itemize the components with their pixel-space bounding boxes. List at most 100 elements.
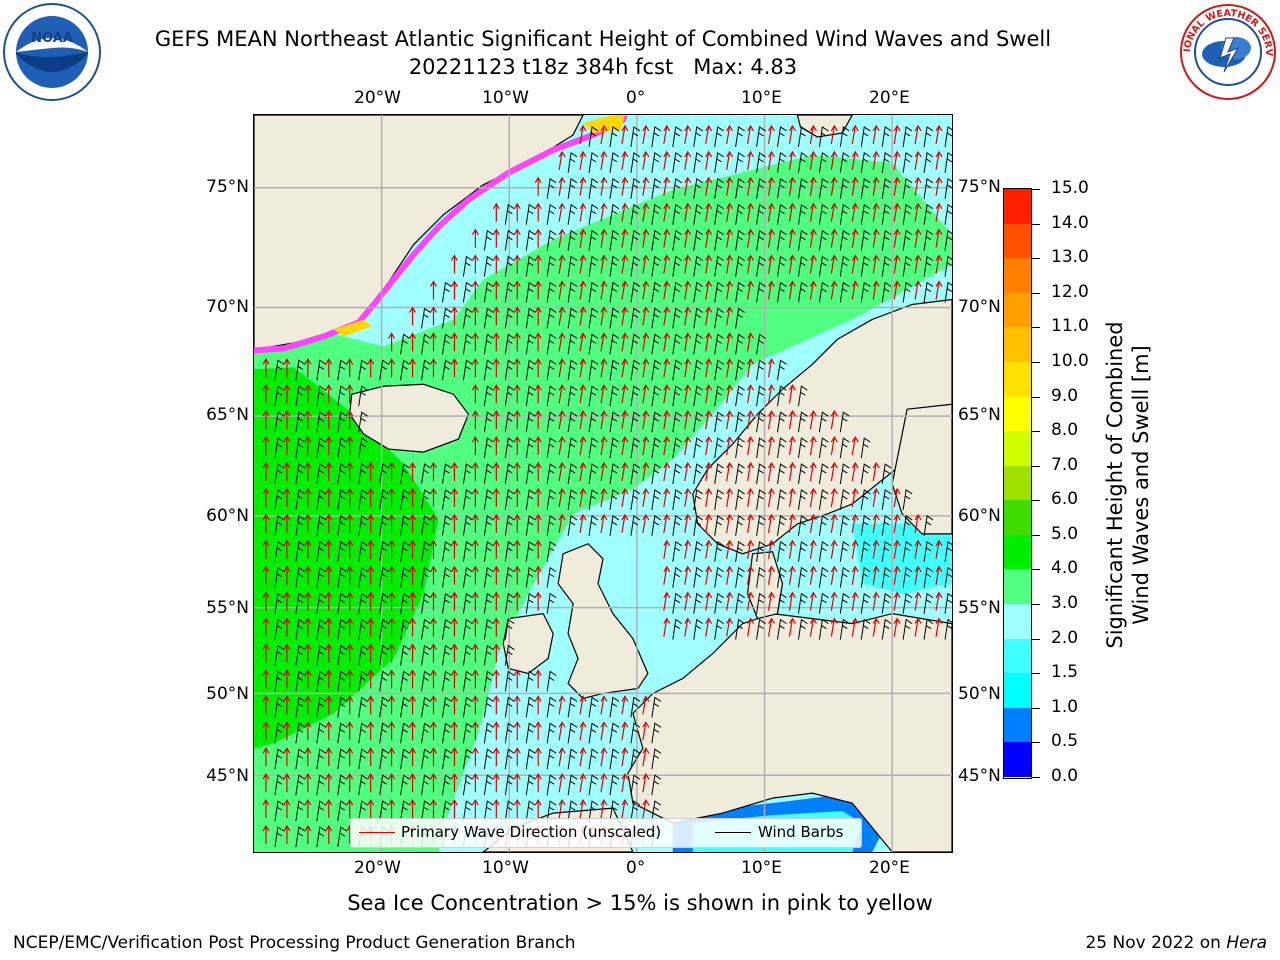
wind-barb xyxy=(421,592,431,614)
wave-arrow-head xyxy=(621,358,629,365)
wind-barb xyxy=(839,411,850,433)
wind-barb xyxy=(944,177,952,199)
wave-arrow-head xyxy=(726,410,734,417)
lon-tick-bottom-10e: 10°E xyxy=(741,858,782,878)
wind-barb xyxy=(609,152,620,173)
wind-barb xyxy=(295,774,306,796)
wave-arrow-head xyxy=(621,280,629,287)
wave-direction-arrow xyxy=(684,540,689,559)
wind-barb xyxy=(735,333,745,355)
wave-arrow-head xyxy=(558,202,566,210)
wave-direction-arrow xyxy=(830,203,835,222)
wind-barb xyxy=(567,203,578,225)
wind-barb xyxy=(881,463,892,485)
wind-barb xyxy=(295,463,306,485)
wave-direction-arrow xyxy=(726,125,731,145)
wave-arrow-head xyxy=(534,358,542,365)
wave-arrow-head xyxy=(809,202,817,210)
wave-arrow-head xyxy=(492,747,500,754)
wind-barb xyxy=(337,437,348,459)
wave-direction-arrow xyxy=(600,229,605,248)
wave-direction-arrow xyxy=(663,592,668,611)
wave-direction-arrow xyxy=(935,618,940,637)
wave-arrow-head xyxy=(388,332,396,339)
wave-direction-arrow xyxy=(558,437,563,456)
wave-direction-arrow xyxy=(600,385,605,404)
wave-arrow-head xyxy=(579,773,587,780)
wave-arrow-head xyxy=(893,591,901,598)
wave-arrow-head xyxy=(513,539,521,547)
wind-barb xyxy=(400,618,410,640)
wave-arrow-head xyxy=(663,461,671,469)
wave-direction-arrow xyxy=(767,618,773,637)
wave-arrow-head xyxy=(450,747,458,754)
wave-arrow-head xyxy=(534,202,542,210)
wind-barb xyxy=(295,670,306,692)
wave-arrow-head xyxy=(471,643,479,650)
wave-arrow-head xyxy=(579,358,587,365)
wave-direction-arrow xyxy=(851,462,856,482)
wind-barb xyxy=(567,281,578,303)
wind-barb xyxy=(797,126,808,147)
wind-barb xyxy=(379,489,389,511)
wave-arrow-head xyxy=(768,228,776,235)
wave-direction-arrow xyxy=(663,437,668,456)
wind-barb xyxy=(462,748,473,770)
wind-barb xyxy=(881,229,892,251)
wave-direction-arrow xyxy=(872,177,877,196)
wave-arrow-head xyxy=(450,461,458,469)
wind-barb xyxy=(274,774,285,796)
wind-barb xyxy=(818,411,829,433)
wave-direction-arrow xyxy=(935,177,940,196)
wind-barb xyxy=(797,618,808,640)
wind-barb xyxy=(400,644,410,666)
wave-direction-arrow xyxy=(663,255,668,274)
wave-arrow-head xyxy=(893,617,901,624)
wave-arrow-head xyxy=(642,358,650,365)
wave-arrow-head xyxy=(262,358,270,365)
wave-direction-arrow xyxy=(788,514,794,533)
wind-barb xyxy=(588,722,599,744)
colorbar-tick xyxy=(1032,500,1040,502)
wind-barb xyxy=(379,748,389,770)
wave-arrow-head xyxy=(600,358,608,365)
wind-barb xyxy=(441,463,452,485)
wind-barb xyxy=(609,722,620,744)
wind-barb xyxy=(379,592,389,614)
lat-tick-right-50n: 50°N xyxy=(958,684,1001,704)
wind-barb xyxy=(337,774,348,796)
wave-arrow-head xyxy=(409,332,417,339)
wave-arrow-head xyxy=(492,461,500,469)
wind-barb xyxy=(630,255,641,277)
wave-arrow-head xyxy=(450,669,458,676)
wave-direction-arrow xyxy=(705,307,710,326)
wind-barb xyxy=(881,177,892,199)
wave-direction-arrow xyxy=(558,281,563,300)
wave-direction-arrow xyxy=(851,255,856,274)
wind-barb xyxy=(358,489,368,511)
wave-arrow-head xyxy=(788,280,796,287)
wind-barb xyxy=(839,437,850,459)
wind-barb xyxy=(295,359,306,381)
wind-barb xyxy=(400,696,410,718)
wave-direction-arrow xyxy=(893,592,898,611)
wind-barb xyxy=(504,774,515,796)
wave-arrow-head xyxy=(684,384,692,391)
wave-direction-arrow xyxy=(851,229,856,248)
wind-barb xyxy=(839,540,850,562)
wave-arrow-head xyxy=(325,461,333,469)
wave-arrow-head xyxy=(346,410,354,417)
wind-barb xyxy=(504,307,515,329)
wind-barb xyxy=(672,515,683,536)
land-continental-europe xyxy=(627,613,952,852)
colorbar-tick xyxy=(1032,707,1040,709)
wind-barb xyxy=(630,126,641,147)
wind-barb xyxy=(693,385,703,407)
wave-direction-arrow xyxy=(558,203,563,222)
wave-arrow-head xyxy=(283,487,291,495)
wind-barb xyxy=(693,437,703,459)
wind-barb xyxy=(756,618,766,640)
wave-direction-arrow xyxy=(642,462,647,482)
wind-barb xyxy=(316,592,327,614)
wave-arrow-head xyxy=(492,358,500,365)
